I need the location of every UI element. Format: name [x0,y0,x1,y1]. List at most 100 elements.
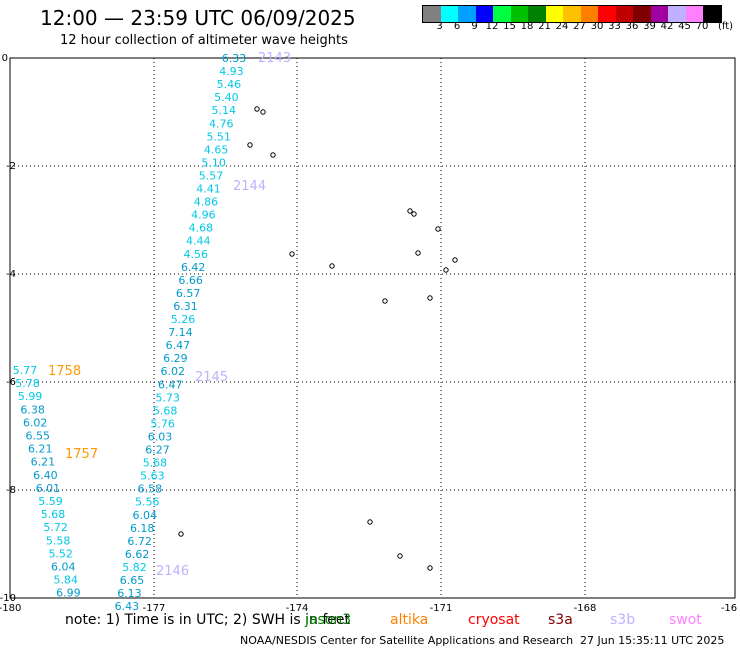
swh-value: 4.96 [191,209,216,222]
swh-value: 5.99 [18,390,43,403]
swh-value: 5.78 [15,377,40,390]
colorbar-swatch [615,6,633,22]
swh-value: 6.66 [178,274,203,287]
map-subtitle: 12 hour collection of altimeter wave hei… [60,33,348,48]
swh-value: 5.57 [199,169,224,182]
y-tick-label: -6 [6,377,16,388]
swh-value: 6.42 [181,261,206,274]
map-title: 12:00 — 23:59 UTC 06/09/2025 [40,6,356,30]
swh-value: 6.27 [145,444,170,457]
satellite-cryosat: cryosat [468,612,520,628]
y-tick-label: -4 [6,269,16,280]
colorbar-swatch [703,6,721,22]
swh-value: 5.68 [41,508,66,521]
island-outline [367,519,373,525]
swh-value: 4.76 [209,117,234,130]
y-tick-label: -10 [0,593,16,604]
satellite-jason3: jason3 [305,612,352,628]
island-outline [435,226,441,232]
island-outline [443,267,449,273]
x-tick-label: -180 [0,603,21,614]
swh-value: 6.04 [51,561,76,574]
swh-value: 5.68 [143,457,168,470]
satellite-swot: swot [669,612,702,628]
map-note: note: 1) Time is in UTC; 2) SWH is in fe… [65,612,351,628]
satellite-s3b: s3b [610,612,636,628]
swh-value: 5.14 [212,104,237,117]
swh-value: 6.29 [163,352,188,365]
swh-value: 6.21 [28,443,53,456]
x-tick-label: -171 [430,603,453,614]
swh-value: 5.52 [48,547,73,560]
colorbar-label: 36 [625,21,639,32]
swh-value: 6.47 [158,378,183,391]
x-tick-label: -177 [143,603,166,614]
swh-value: 6.62 [125,548,150,561]
island-outline [260,109,266,115]
swh-value: 6.03 [148,430,173,443]
colorbar-swatch [475,6,493,22]
colorbar-swatch [528,6,546,22]
colorbar-label: (ft) [717,21,734,32]
swh-value: 6.55 [26,430,51,443]
swh-value: 6.58 [138,483,163,496]
colorbar-label: 45 [678,21,691,32]
pass-label: 2144 [233,179,266,194]
colorbar-label: 42 [660,21,674,32]
swh-value: 4.68 [189,222,214,235]
island-outline [254,106,260,112]
island-outline [427,565,433,571]
colorbar-label: 6 [453,21,461,32]
colorbar-label: 21 [538,21,551,32]
island-outline [397,553,403,559]
credit-text: NOAA/NESDIS Center for Satellite Applica… [240,634,574,647]
swh-value: 5.40 [214,91,239,104]
island-outline [407,208,413,214]
swh-value: 5.68 [153,404,178,417]
swh-value: 6.13 [117,587,142,600]
pass-label: 2143 [258,51,291,66]
timestamp-text: 27 Jun 15:35:11 UTC 2025 [580,634,725,647]
x-tick-label: -174 [286,603,309,614]
swh-value: 4.65 [204,143,229,156]
swh-value: 4.86 [194,196,219,209]
pass-label: 1758 [48,364,81,379]
island-outline [270,152,276,158]
swh-value: 5.26 [171,313,196,326]
satellite-altika: altika [390,612,429,628]
x-tick-label: -16 [721,603,737,614]
colorbar-label: 24 [555,21,569,32]
colorbar-label: 12 [485,21,499,32]
swh-value: 4.93 [219,65,244,78]
swh-value: 6.21 [31,456,56,469]
colorbar-label: 39 [643,21,656,32]
swh-value: 5.59 [38,495,63,508]
colorbar-swatch [440,6,458,22]
colorbar-label: 18 [520,21,534,32]
island-outline [411,211,417,217]
colorbar-swatch [458,6,476,22]
y-tick-label: 0 [2,53,8,64]
pass-label: 2146 [156,564,189,579]
swh-value: 7.14 [168,326,193,339]
swh-value: 6.01 [36,482,61,495]
island-outline [427,295,433,301]
swh-value: 6.04 [133,509,158,522]
island-outline [329,263,335,269]
island-outline [452,257,458,263]
swh-value: 4.56 [184,248,209,261]
swh-value: 5.10 [201,156,226,169]
island-outline [178,531,184,537]
island-outline [247,142,253,148]
colorbar-swatch [650,6,668,22]
colorbar-label: 70 [695,21,709,32]
swh-value: 6.47 [166,339,191,352]
colorbar-swatch [493,6,511,22]
map-frame [9,57,736,599]
swh-value: 6.57 [176,287,201,300]
swh-value: 5.76 [150,417,175,430]
swh-value: 5.51 [206,130,231,143]
colorbar-swatch [580,6,598,22]
swh-value: 6.02 [23,416,48,429]
